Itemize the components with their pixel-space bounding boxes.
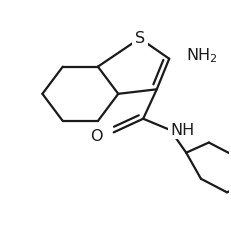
Text: O: O (90, 129, 103, 144)
Text: NH: NH (170, 122, 194, 137)
Text: NH$_2$: NH$_2$ (185, 46, 217, 65)
Text: S: S (134, 31, 144, 46)
